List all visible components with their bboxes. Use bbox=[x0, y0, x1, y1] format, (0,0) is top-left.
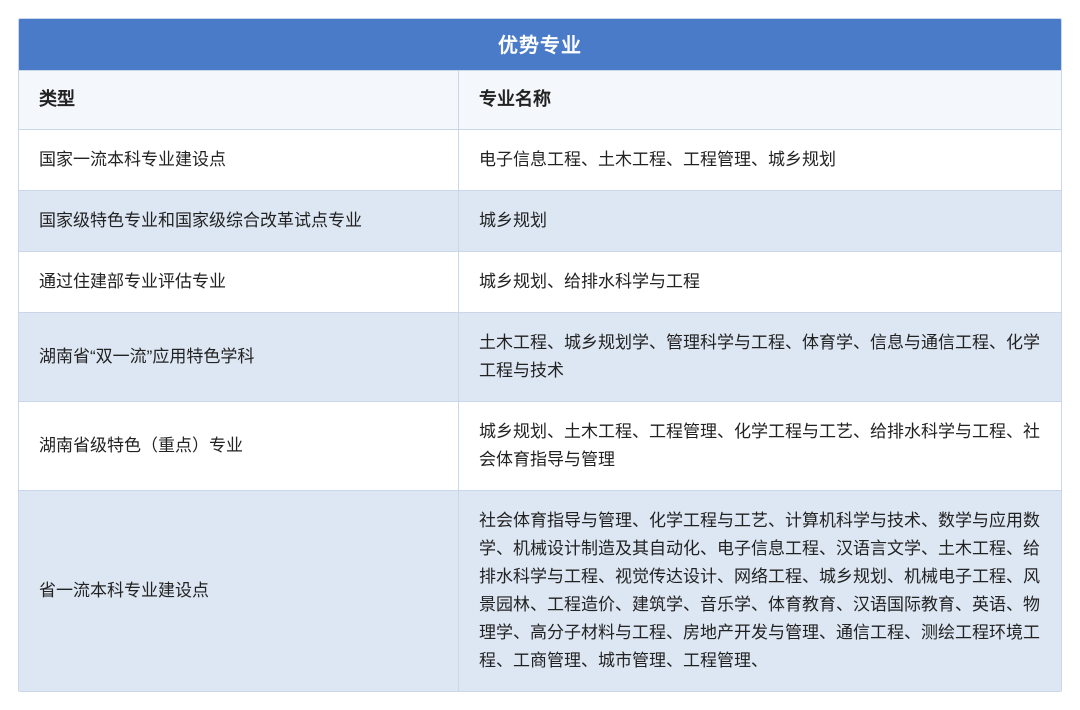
table-row: 湖南省级特色（重点）专业 城乡规划、土木工程、工程管理、化学工程与工艺、给排水科… bbox=[19, 402, 1061, 491]
majors-table: 优势专业 类型 专业名称 国家一流本科专业建设点 电子信息工程、土木工程、工程管… bbox=[18, 18, 1062, 692]
table-row: 通过住建部专业评估专业 城乡规划、给排水科学与工程 bbox=[19, 252, 1061, 313]
table-row: 湖南省“双一流”应用特色学科 土木工程、城乡规划学、管理科学与工程、体育学、信息… bbox=[19, 313, 1061, 402]
cell-type: 省一流本科专业建设点 bbox=[19, 491, 459, 691]
cell-type: 通过住建部专业评估专业 bbox=[19, 252, 459, 312]
cell-majors: 城乡规划、土木工程、工程管理、化学工程与工艺、给排水科学与工程、社会体育指导与管… bbox=[459, 402, 1061, 490]
table-row: 省一流本科专业建设点 社会体育指导与管理、化学工程与工艺、计算机科学与技术、数学… bbox=[19, 491, 1061, 691]
table-header-row: 类型 专业名称 bbox=[19, 71, 1061, 130]
table-title: 优势专业 bbox=[19, 19, 1061, 71]
header-type: 类型 bbox=[19, 71, 459, 129]
cell-majors: 社会体育指导与管理、化学工程与工艺、计算机科学与技术、数学与应用数学、机械设计制… bbox=[459, 491, 1061, 691]
cell-type: 湖南省级特色（重点）专业 bbox=[19, 402, 459, 490]
cell-majors: 城乡规划、给排水科学与工程 bbox=[459, 252, 1061, 312]
cell-majors: 城乡规划 bbox=[459, 191, 1061, 251]
header-majors: 专业名称 bbox=[459, 71, 1061, 129]
cell-majors: 土木工程、城乡规划学、管理科学与工程、体育学、信息与通信工程、化学工程与技术 bbox=[459, 313, 1061, 401]
cell-majors: 电子信息工程、土木工程、工程管理、城乡规划 bbox=[459, 130, 1061, 190]
table-row: 国家级特色专业和国家级综合改革试点专业 城乡规划 bbox=[19, 191, 1061, 252]
cell-type: 国家一流本科专业建设点 bbox=[19, 130, 459, 190]
table-row: 国家一流本科专业建设点 电子信息工程、土木工程、工程管理、城乡规划 bbox=[19, 130, 1061, 191]
cell-type: 国家级特色专业和国家级综合改革试点专业 bbox=[19, 191, 459, 251]
cell-type: 湖南省“双一流”应用特色学科 bbox=[19, 313, 459, 401]
